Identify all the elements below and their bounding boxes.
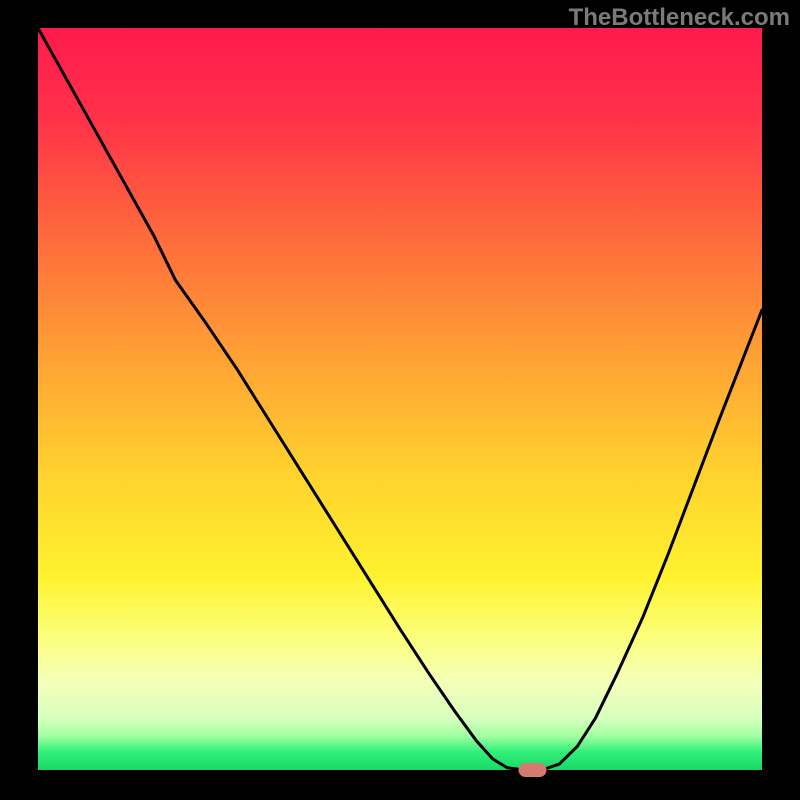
watermark-text: TheBottleneck.com xyxy=(569,4,790,32)
plot-background xyxy=(38,28,762,770)
optimal-marker xyxy=(518,763,546,777)
chart-frame: { "canvas": { "width": 800, "height": 80… xyxy=(0,0,800,800)
chart-svg xyxy=(0,0,800,800)
